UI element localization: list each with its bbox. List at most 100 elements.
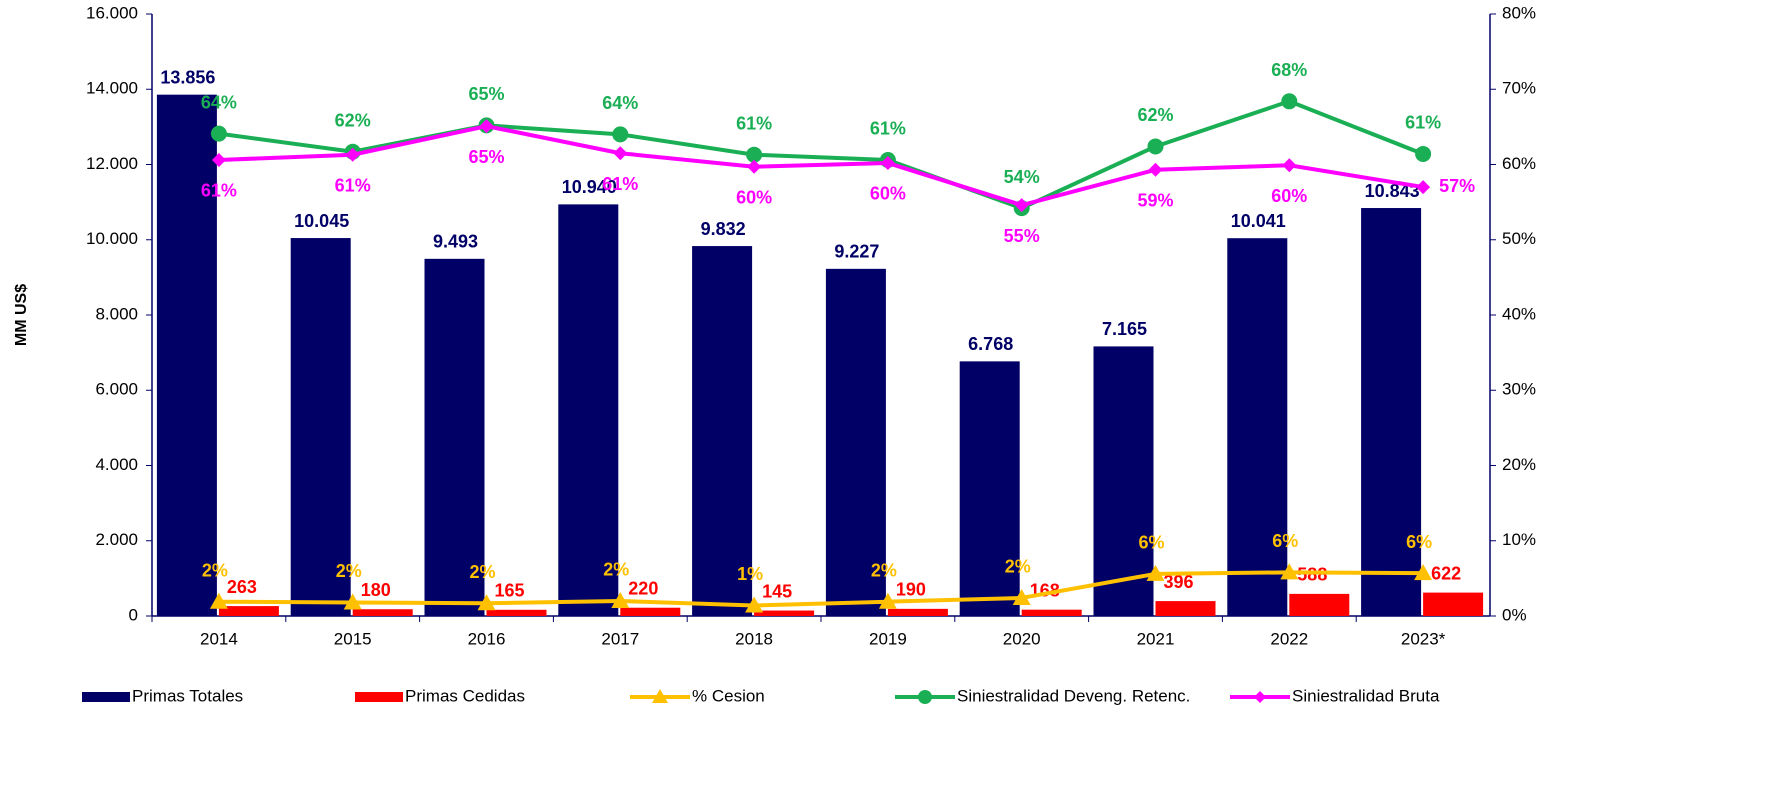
marker — [746, 146, 763, 163]
marker — [210, 125, 227, 142]
data-label: 6.768 — [968, 334, 1013, 354]
data-label: 6% — [1138, 533, 1164, 553]
y-tick-label: 12.000 — [86, 154, 138, 173]
data-label: 6% — [1272, 531, 1298, 551]
data-label: 190 — [896, 580, 926, 600]
marker — [747, 159, 762, 174]
bar — [352, 609, 413, 616]
data-label: 60% — [736, 188, 772, 208]
marker — [1148, 162, 1163, 177]
y-tick-label: 6.000 — [95, 380, 138, 399]
y-axis-label: MM US$ — [13, 284, 30, 346]
data-label: 2% — [336, 561, 362, 581]
y2-tick-label: 0% — [1502, 605, 1527, 624]
bar — [887, 608, 948, 616]
data-label: 62% — [1137, 105, 1173, 125]
marker — [1282, 158, 1297, 173]
y-tick-label: 8.000 — [95, 304, 138, 323]
bar — [754, 610, 815, 616]
data-label: 61% — [335, 175, 371, 195]
data-label: 2% — [1005, 557, 1031, 577]
data-label: 61% — [201, 181, 237, 201]
y-tick-label: 16.000 — [86, 3, 138, 22]
marker — [745, 596, 764, 613]
bar — [1021, 609, 1082, 616]
y-tick-label: 4.000 — [95, 455, 138, 474]
marker — [1415, 145, 1432, 162]
marker — [345, 147, 360, 162]
data-label: 6% — [1406, 532, 1432, 552]
data-label: 588 — [1297, 565, 1327, 585]
data-label: 60% — [1271, 186, 1307, 206]
data-label: 2% — [871, 560, 897, 580]
legend-marker — [652, 689, 668, 703]
marker — [211, 152, 226, 167]
data-label: 396 — [1164, 572, 1194, 592]
data-label: 64% — [602, 93, 638, 113]
data-label: 68% — [1271, 60, 1307, 80]
bar — [156, 94, 217, 617]
y2-tick-label: 70% — [1502, 79, 1536, 98]
bar — [1289, 593, 1350, 616]
bar — [620, 607, 681, 616]
data-label: 9.493 — [433, 232, 478, 252]
data-label: 61% — [870, 119, 906, 139]
data-label: 57% — [1439, 176, 1475, 196]
marker — [1146, 564, 1165, 581]
data-label: 622 — [1431, 563, 1461, 583]
data-label: 145 — [762, 581, 792, 601]
data-label: 10.940 — [562, 177, 617, 197]
data-label: 13.856 — [160, 67, 215, 87]
y2-tick-label: 50% — [1502, 229, 1536, 248]
y-tick-label: 0 — [129, 605, 138, 624]
x-tick-label: 2023* — [1401, 629, 1446, 648]
data-label: 64% — [201, 92, 237, 112]
y2-tick-label: 60% — [1502, 154, 1536, 173]
legend-swatch — [355, 692, 403, 702]
marker — [1280, 563, 1299, 580]
data-label: 9.832 — [701, 219, 746, 239]
data-label: 61% — [1405, 113, 1441, 133]
marker — [1416, 180, 1431, 195]
line — [218, 570, 1424, 608]
data-label: 59% — [1137, 191, 1173, 211]
x-tick-label: 2019 — [869, 629, 907, 648]
data-label: 9.227 — [834, 242, 879, 262]
y-tick-label: 14.000 — [86, 79, 138, 98]
data-label: 54% — [1004, 167, 1040, 187]
data-label: 65% — [468, 84, 504, 104]
marker — [612, 126, 629, 143]
data-label: 263 — [227, 577, 257, 597]
marker — [878, 592, 897, 609]
x-tick-label: 2021 — [1137, 629, 1175, 648]
data-label: 61% — [736, 113, 772, 133]
data-label: 10.045 — [294, 211, 349, 231]
data-label: 61% — [602, 174, 638, 194]
y-tick-label: 2.000 — [95, 530, 138, 549]
marker — [343, 593, 362, 610]
bar — [1361, 208, 1422, 617]
marker — [1281, 93, 1298, 110]
bar — [1423, 592, 1484, 616]
marker — [209, 592, 228, 609]
marker — [1147, 138, 1164, 155]
data-label: 165 — [495, 581, 525, 601]
data-label: 60% — [870, 184, 906, 204]
data-label: 1% — [737, 564, 763, 584]
data-label: 10.041 — [1231, 211, 1286, 231]
bar — [486, 609, 547, 616]
x-tick-label: 2017 — [601, 629, 639, 648]
y2-tick-label: 20% — [1502, 455, 1536, 474]
legend-marker — [1254, 691, 1266, 703]
data-label: 180 — [361, 580, 391, 600]
y2-tick-label: 30% — [1502, 380, 1536, 399]
data-label: 55% — [1004, 226, 1040, 246]
legend-marker — [918, 690, 932, 704]
y-tick-label: 10.000 — [86, 229, 138, 248]
bar — [424, 258, 485, 616]
legend-label: % Cesion — [692, 686, 765, 705]
bar — [825, 268, 886, 616]
line — [218, 99, 1424, 211]
data-label: 2% — [202, 560, 228, 580]
